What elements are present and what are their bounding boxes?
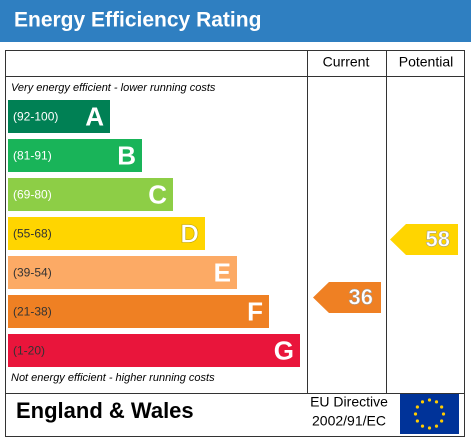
eu-star <box>427 426 432 430</box>
band-letter: G <box>274 335 294 365</box>
band-bar <box>8 100 110 133</box>
band-bar <box>8 178 173 211</box>
rating-value: 36 <box>349 284 373 309</box>
eu-stars <box>413 398 446 430</box>
directive: EU Directive <box>310 394 388 410</box>
bottom-note: Not energy efficient - higher running co… <box>11 372 215 384</box>
band-bar <box>8 256 237 289</box>
band-range: (55-68) <box>13 227 52 241</box>
rating-arrow <box>313 282 381 313</box>
column-header: Potential <box>399 54 453 70</box>
eu-star <box>440 405 444 409</box>
eu-star <box>434 424 439 428</box>
title-bar <box>0 0 471 42</box>
eu-star <box>415 419 419 423</box>
band-letter: A <box>85 101 104 131</box>
eu-star <box>441 412 446 416</box>
band-bar <box>8 334 300 367</box>
eu-star <box>413 412 418 416</box>
eu-star <box>415 405 419 409</box>
eu-star <box>420 424 425 428</box>
rating-value: 58 <box>426 226 450 251</box>
band-range: (21-38) <box>13 305 52 319</box>
band-range: (1-20) <box>13 344 45 358</box>
band-letter: C <box>148 179 167 209</box>
band-bar <box>8 217 205 250</box>
band-letter: D <box>180 218 199 248</box>
band-range: (81-91) <box>13 149 52 163</box>
band-range: (69-80) <box>13 188 52 202</box>
column-header: Current <box>323 54 370 70</box>
eu-star <box>420 400 425 404</box>
band-range: (92-100) <box>13 110 58 124</box>
rating-arrow <box>390 224 458 255</box>
eu-star <box>427 398 432 402</box>
band-letter: F <box>247 296 263 326</box>
band-bar <box>8 139 142 172</box>
band-letter: E <box>214 257 231 287</box>
band-letter: B <box>117 140 136 170</box>
top-note: Very energy efficient - lower running co… <box>11 82 216 94</box>
region: England & Wales <box>16 398 194 423</box>
eu-star <box>434 400 439 404</box>
directive: 2002/91/EC <box>312 413 386 429</box>
eu-star <box>440 419 444 423</box>
band-bar <box>8 295 269 328</box>
title: Energy Efficiency Rating <box>14 9 261 32</box>
band-range: (39-54) <box>13 266 52 280</box>
